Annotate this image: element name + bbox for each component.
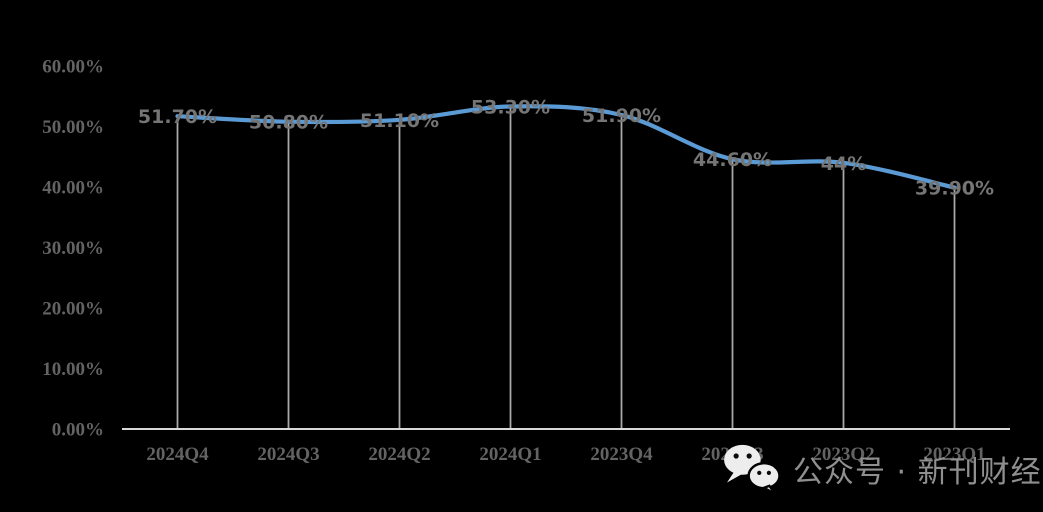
watermark-text: 公众号 · 新刊财经 (793, 455, 1042, 490)
x-tick-label: 2024Q2 (368, 444, 430, 465)
y-tick-label: 50.00% (42, 117, 104, 138)
data-label: 44% (821, 153, 866, 175)
x-tick-label: 2024Q4 (146, 444, 209, 465)
wechat-small-bubble-tail (761, 484, 777, 495)
y-tick-label: 10.00% (42, 359, 104, 380)
x-tick-label: 2023Q4 (590, 444, 653, 465)
series-line (175, 104, 957, 190)
data-label: 44.60% (693, 149, 772, 171)
wechat-big-bubble-tail (727, 470, 743, 483)
data-label: 51.90% (582, 105, 661, 127)
wechat-eye (746, 453, 752, 459)
y-tick-label: 40.00% (42, 178, 104, 199)
wechat-small-bubble (747, 462, 781, 490)
wechat-icon (724, 444, 781, 495)
y-tick-label: 20.00% (42, 299, 104, 320)
x-tick-label: 2024Q3 (257, 444, 319, 465)
x-tick-label: 2023Q1 (923, 444, 985, 465)
data-label: 39.90% (915, 178, 994, 200)
y-tick-label: 30.00% (42, 238, 104, 259)
watermark: 公众号 · 新刊财经 (722, 443, 1042, 495)
wechat-eye (766, 470, 772, 475)
data-label: 50.80% (249, 112, 328, 134)
data-label: 51.10% (360, 110, 439, 132)
x-tick-label: 2023Q2 (812, 444, 874, 465)
wechat-eye (733, 453, 739, 459)
data-label: 53.30% (471, 97, 550, 119)
data-label: 51.70% (138, 106, 217, 128)
wechat-eye (757, 470, 762, 475)
y-tick-label: 0.00% (52, 420, 104, 441)
x-tick-label: 2024Q1 (479, 444, 541, 465)
y-tick-label: 60.00% (42, 57, 104, 78)
